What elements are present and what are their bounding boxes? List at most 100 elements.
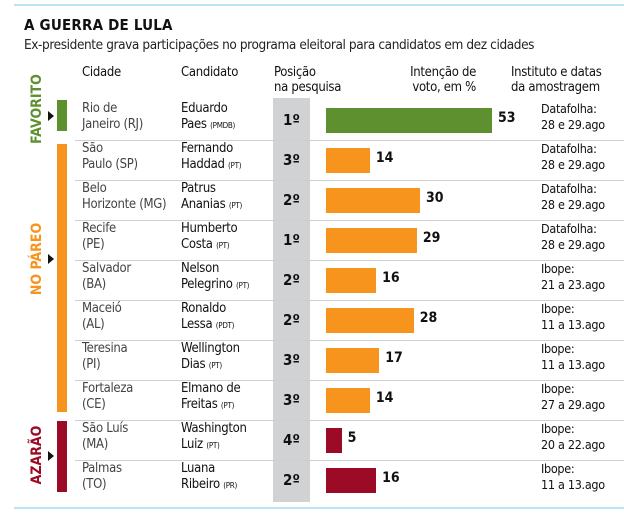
city-line1: Rio de [82,101,118,116]
candidate-line2: Pelegrino (PT) [181,277,249,294]
table-row: Rio de Janeiro (RJ) Eduardo Paes (PMDB) 1º 53… [75,100,624,141]
candidate-line1: Patrus [181,181,216,196]
header-institute: Instituto e datas da amostragem [511,65,602,95]
candidate-name: Ronaldo Lessa (PDT) [181,301,234,334]
candidate-surname: Luiz [181,437,203,452]
city-line1: Salvador [82,261,131,276]
city-line1: São Luís [82,421,129,436]
chart-subtitle: Ex-presidente grava participações no pro… [24,37,535,53]
top-rule [14,4,624,6]
candidate-line1: Nelson [181,261,220,276]
poll-position: 1º [283,111,300,129]
city-line1: Fortaleza [82,381,134,396]
candidate-name: Patrus Ananias (PT) [181,181,242,214]
candidate-line1: Washington [181,421,247,436]
bottom-rule [14,507,624,509]
vote-value: 5 [347,430,357,446]
candidate-line2: Luiz (PT) [181,437,247,454]
candidate-line2: Dias (PT) [181,357,240,374]
candidate-surname: Ribeiro [181,477,220,492]
group-bar-favorito [57,100,67,131]
vote-value: 14 [375,150,394,166]
institute: Ibope: 20 a 22.ago [541,421,605,453]
party: (PT) [228,201,242,210]
chart-title: A GUERRA DE LULA [24,16,173,34]
vote-value: 16 [382,470,400,486]
poll-position: 1º [283,231,300,249]
vote-bar [326,308,414,333]
survey-dates: 20 a 22.ago [541,437,605,452]
institute-name: Ibope: [541,341,575,356]
group-bar-azarao [57,421,67,492]
city-line2: (CE) [82,397,106,412]
candidate-name: Fernando Haddad (PT) [181,141,242,174]
institute: Datafolha: 28 e 29.ago [541,221,605,253]
vote-value: 29 [422,230,441,246]
poll-position: 2º [283,271,300,289]
candidate-name: Elmano de Freitas (PT) [181,381,241,414]
table-row: Belo Horizonte (MG) Patrus Ananias (PT) 2º 30… [75,180,624,221]
institute: Datafolha: 28 e 29.ago [541,141,605,173]
vote-bar [326,108,492,133]
vote-value: 17 [385,350,403,366]
party: (PR) [223,481,238,490]
poll-position: 3º [283,351,300,369]
survey-dates: 28 e 29.ago [541,237,605,252]
candidate-name: Humberto Costa (PT) [181,221,238,254]
party: (PDT) [215,321,235,330]
institute-name: Datafolha: [541,181,597,196]
candidate-line2: Ribeiro (PR) [181,477,237,494]
vote-value: 28 [419,310,438,326]
candidate-name: Eduardo Paes (PMDB) [181,101,235,134]
survey-dates: 21 a 23.ago [541,277,605,292]
institute-name: Ibope: [541,301,575,316]
group-bar-no-pareo [57,144,67,412]
candidate-line1: Ronaldo [181,301,227,316]
candidate-line2: Paes (PMDB) [181,117,235,134]
city-line1: Teresina [82,341,128,356]
table-row: Recife (PE) Humberto Costa (PT) 1º 29 Datafolh… [75,220,624,261]
candidate-line2: Haddad (PT) [181,157,242,174]
survey-dates: 28 e 29.ago [541,117,605,132]
institute-name: Ibope: [541,261,575,276]
city-line2: Horizonte (MG) [82,197,167,212]
candidate-name: Wellington Dias (PT) [181,341,240,374]
candidate-line2: Ananias (PT) [181,197,242,214]
city-line1: São [82,141,103,156]
header-vote-line2: voto, em % [412,80,476,95]
candidate-name: Washington Luiz (PT) [181,421,247,454]
candidate-surname: Dias [181,357,206,372]
header-position-line1: Posição [274,65,316,80]
survey-dates: 27 a 29.ago [541,397,605,412]
institute: Ibope: 11 a 13.ago [541,461,605,493]
candidate-name: Luana Ribeiro (PR) [181,461,237,494]
table-row: Salvador (BA) Nelson Pelegrino (PT) 2º 16 Ibop… [75,260,624,301]
candidate-surname: Freitas [181,397,218,412]
party: (PMDB) [210,121,236,130]
header-vote: Intenção de voto, em % [396,65,476,95]
city-line1: Recife [82,221,116,236]
institute-name: Ibope: [541,461,575,476]
group-label-azarao: AZARÃO [29,425,45,485]
candidate-line2: Freitas (PT) [181,397,240,414]
city-name: Palmas (TO) [82,461,122,493]
city-line2: Paulo (SP) [82,157,138,172]
candidate-surname: Paes [181,117,207,132]
candidate-line1: Luana [181,461,215,476]
poll-position: 2º [283,191,300,209]
city-name: Rio de Janeiro (RJ) [82,101,143,133]
candidate-line2: Costa (PT) [181,237,237,254]
candidate-line1: Elmano de [181,381,241,396]
institute: Datafolha: 28 e 29.ago [541,101,605,133]
city-line2: (AL) [82,317,105,332]
table-row: Palmas (TO) Luana Ribeiro (PR) 2º 16 Ibope: 11 … [75,460,624,500]
vote-bar [326,468,377,493]
arrow-icon [48,451,54,461]
party: (PT) [236,281,250,290]
institute: Ibope: 11 a 13.ago [541,301,605,333]
party: (PT) [220,401,235,410]
city-line1: Maceió [82,301,122,316]
header-candidate: Candidato [181,65,239,80]
group-label-no-pareo: NO PÁREO [29,222,45,296]
